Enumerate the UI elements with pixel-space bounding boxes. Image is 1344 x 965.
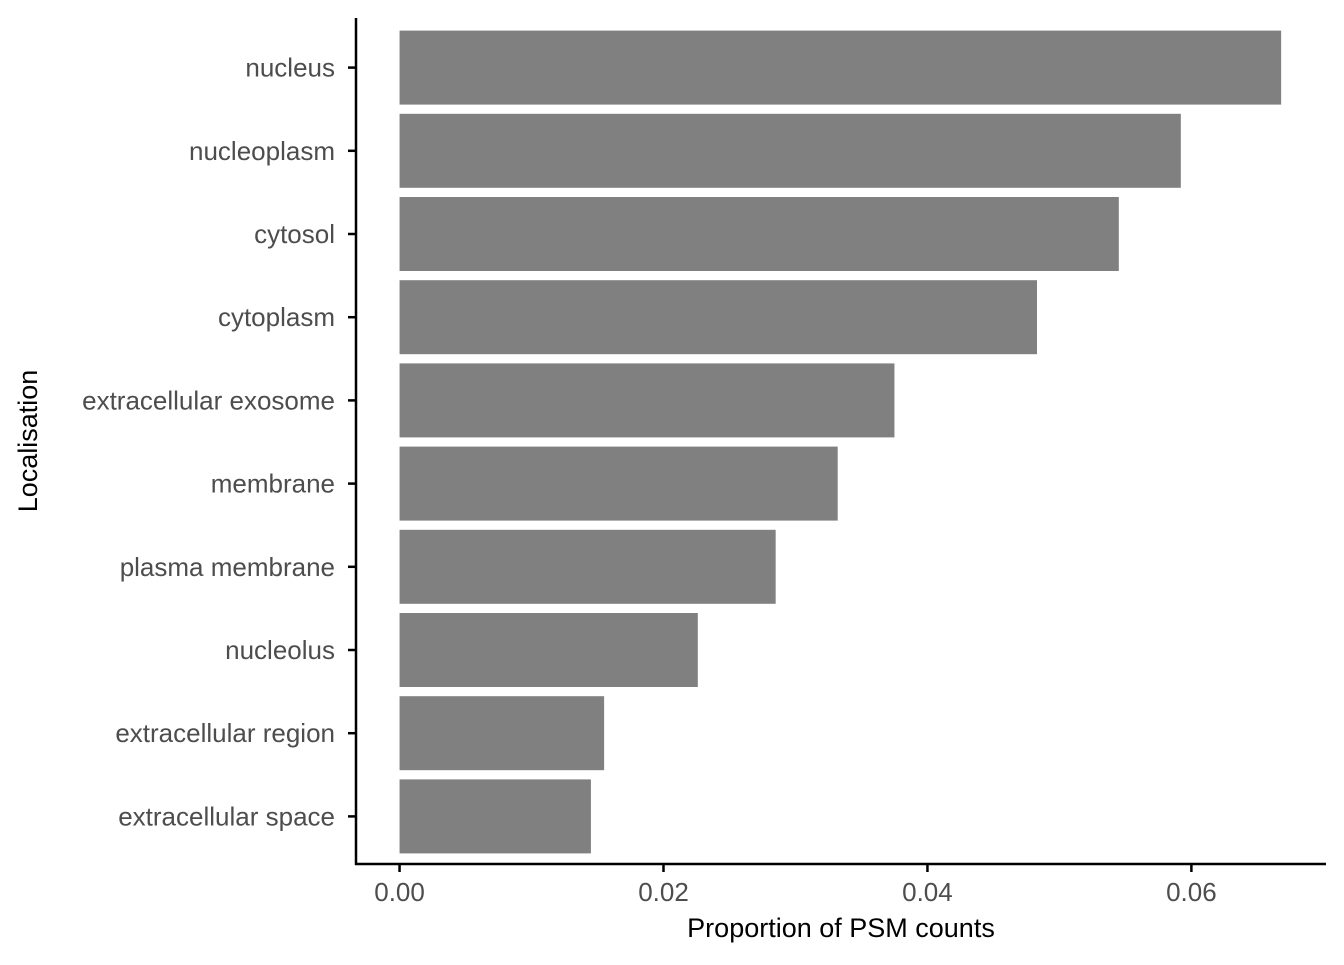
y-tick-label: plasma membrane	[120, 552, 335, 582]
x-tick-label: 0.04	[902, 877, 953, 907]
y-tick-label: extracellular exosome	[82, 385, 335, 415]
x-tick-label: 0.00	[374, 877, 425, 907]
x-tick-label: 0.06	[1166, 877, 1217, 907]
y-tick-label: nucleoplasm	[189, 136, 335, 166]
y-tick-label: nucleolus	[225, 635, 335, 665]
y-tick-label: cytoplasm	[218, 302, 335, 332]
y-tick-label: extracellular region	[115, 718, 335, 748]
y-tick-label: cytosol	[254, 219, 335, 249]
bar-nucleus	[399, 30, 1282, 105]
y-tick-label: extracellular space	[118, 801, 335, 831]
y-tick-label: membrane	[211, 469, 335, 499]
bars-layer	[399, 30, 1282, 854]
bar-extracellular-region	[399, 696, 605, 771]
bar-plasma-membrane	[399, 529, 776, 604]
bar-cytosol	[399, 197, 1119, 271]
bar-extracellular-exosome	[399, 363, 895, 438]
bar-nucleolus	[399, 613, 698, 687]
y-tick-label: nucleus	[245, 53, 335, 83]
y-axis-title: Localisation	[13, 370, 43, 513]
x-tick-label: 0.02	[638, 877, 689, 907]
bar-cytoplasm	[399, 280, 1037, 355]
x-axis: 0.00 0.02 0.04 0.06	[355, 862, 1326, 907]
bar-membrane	[399, 446, 838, 521]
y-axis: nucleus nucleoplasm cytosol cytoplasm extrac…	[82, 18, 358, 865]
x-axis-title: Proportion of PSM counts	[687, 913, 995, 943]
bar-nucleoplasm	[399, 113, 1181, 188]
bar-extracellular-space	[399, 779, 591, 854]
